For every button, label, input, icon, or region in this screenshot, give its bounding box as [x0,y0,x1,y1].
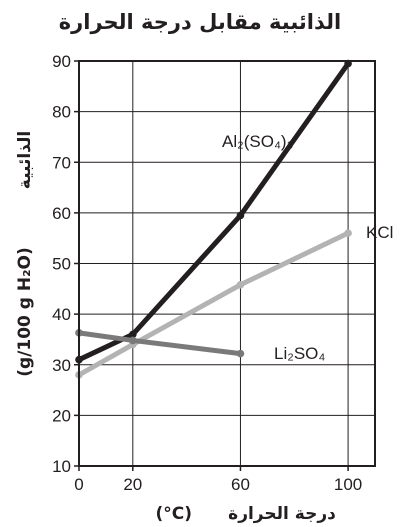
y-axis-label: الذائبية [15,131,35,189]
x-tick-label: 100 [334,475,362,494]
y-tick-label: 50 [52,255,71,274]
series-line-0 [76,61,351,363]
data-point [236,349,245,358]
x-axis-label: درجة الحرارة [228,504,336,524]
y-tick-label: 80 [52,103,71,122]
data-point [236,211,245,220]
y-tick-label: 10 [52,457,71,476]
plot-frame [78,60,376,467]
series-label-al2so43: Al₂(SO₄)₃ [222,132,293,151]
y-tick-label: 70 [52,153,71,172]
series-layer [75,59,352,379]
x-axis-ticks: 0 20 60 100 [74,466,362,494]
y-axis-unit: (g/100 g H₂O) [15,247,35,377]
grid [78,60,375,467]
y-axis-ticks: 10 20 30 40 50 60 70 80 90 [52,52,79,476]
y-tick-label: 30 [52,356,71,375]
y-tick-label: 60 [52,204,71,223]
data-point [236,280,245,289]
x-tick-label: 0 [74,475,83,494]
series-label-kcl: KCl [366,223,393,242]
y-tick-label: 20 [52,406,71,425]
x-tick-label: 20 [123,475,142,494]
data-point [344,229,352,237]
series-label-li2so4: Li₂SO₄ [274,344,325,363]
data-point [129,336,137,345]
x-axis-unit: (°C) [155,504,192,524]
chart-title: الذائبية مقابل درجة الحرارة [59,10,341,34]
y-tick-label: 40 [52,305,71,324]
series-line-1 [76,230,351,378]
data-point [129,330,137,339]
y-tick-label: 90 [52,52,71,71]
x-tick-label: 60 [231,475,250,494]
